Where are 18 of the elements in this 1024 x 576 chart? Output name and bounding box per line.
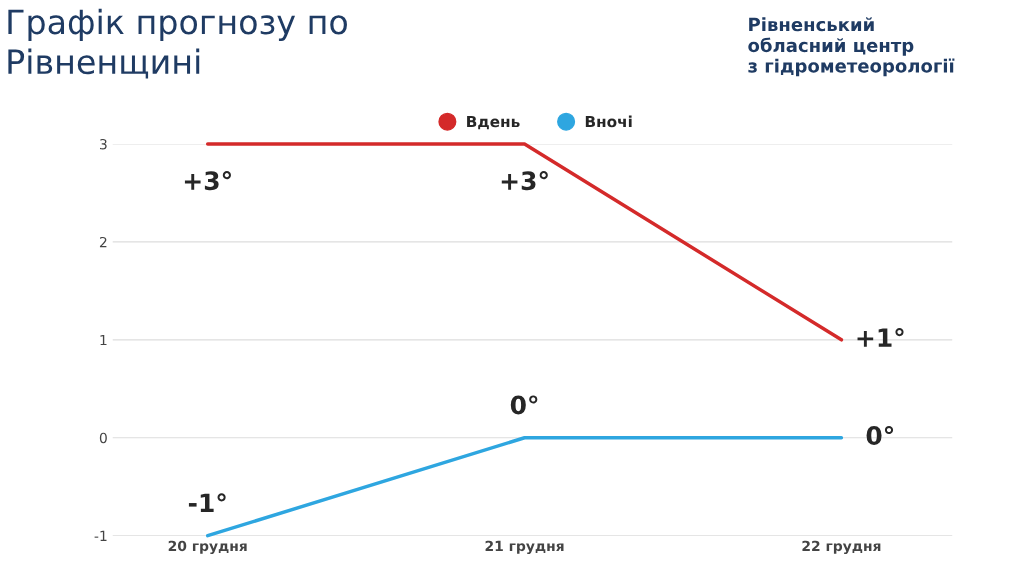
x-tick-label: 22 грудня (802, 540, 881, 554)
data-label: 0° (866, 425, 894, 446)
legend-label: Вночі (585, 115, 632, 128)
data-label: +3° (184, 171, 231, 191)
data-label: 0° (510, 395, 538, 415)
x-tick-label: 21 грудня (485, 540, 564, 554)
y-tick-label: -1 (94, 530, 107, 541)
legend-label: Вдень (467, 115, 520, 130)
text: Рівненський обласний центр з гідрометеорології (748, 17, 955, 77)
data-label: +1° (857, 328, 904, 347)
y-tick-label: 1 (100, 334, 107, 346)
x-tick-label: 20 грудня (168, 540, 247, 554)
chart-title: Графік прогнозу по Рівненщині (8, 8, 347, 79)
y-tick-label: 3 (100, 138, 107, 150)
y-tick-label: 0 (99, 432, 107, 444)
data-label: -1° (188, 493, 226, 513)
data-label: +3° (501, 171, 548, 191)
y-tick-label: 2 (99, 236, 107, 248)
